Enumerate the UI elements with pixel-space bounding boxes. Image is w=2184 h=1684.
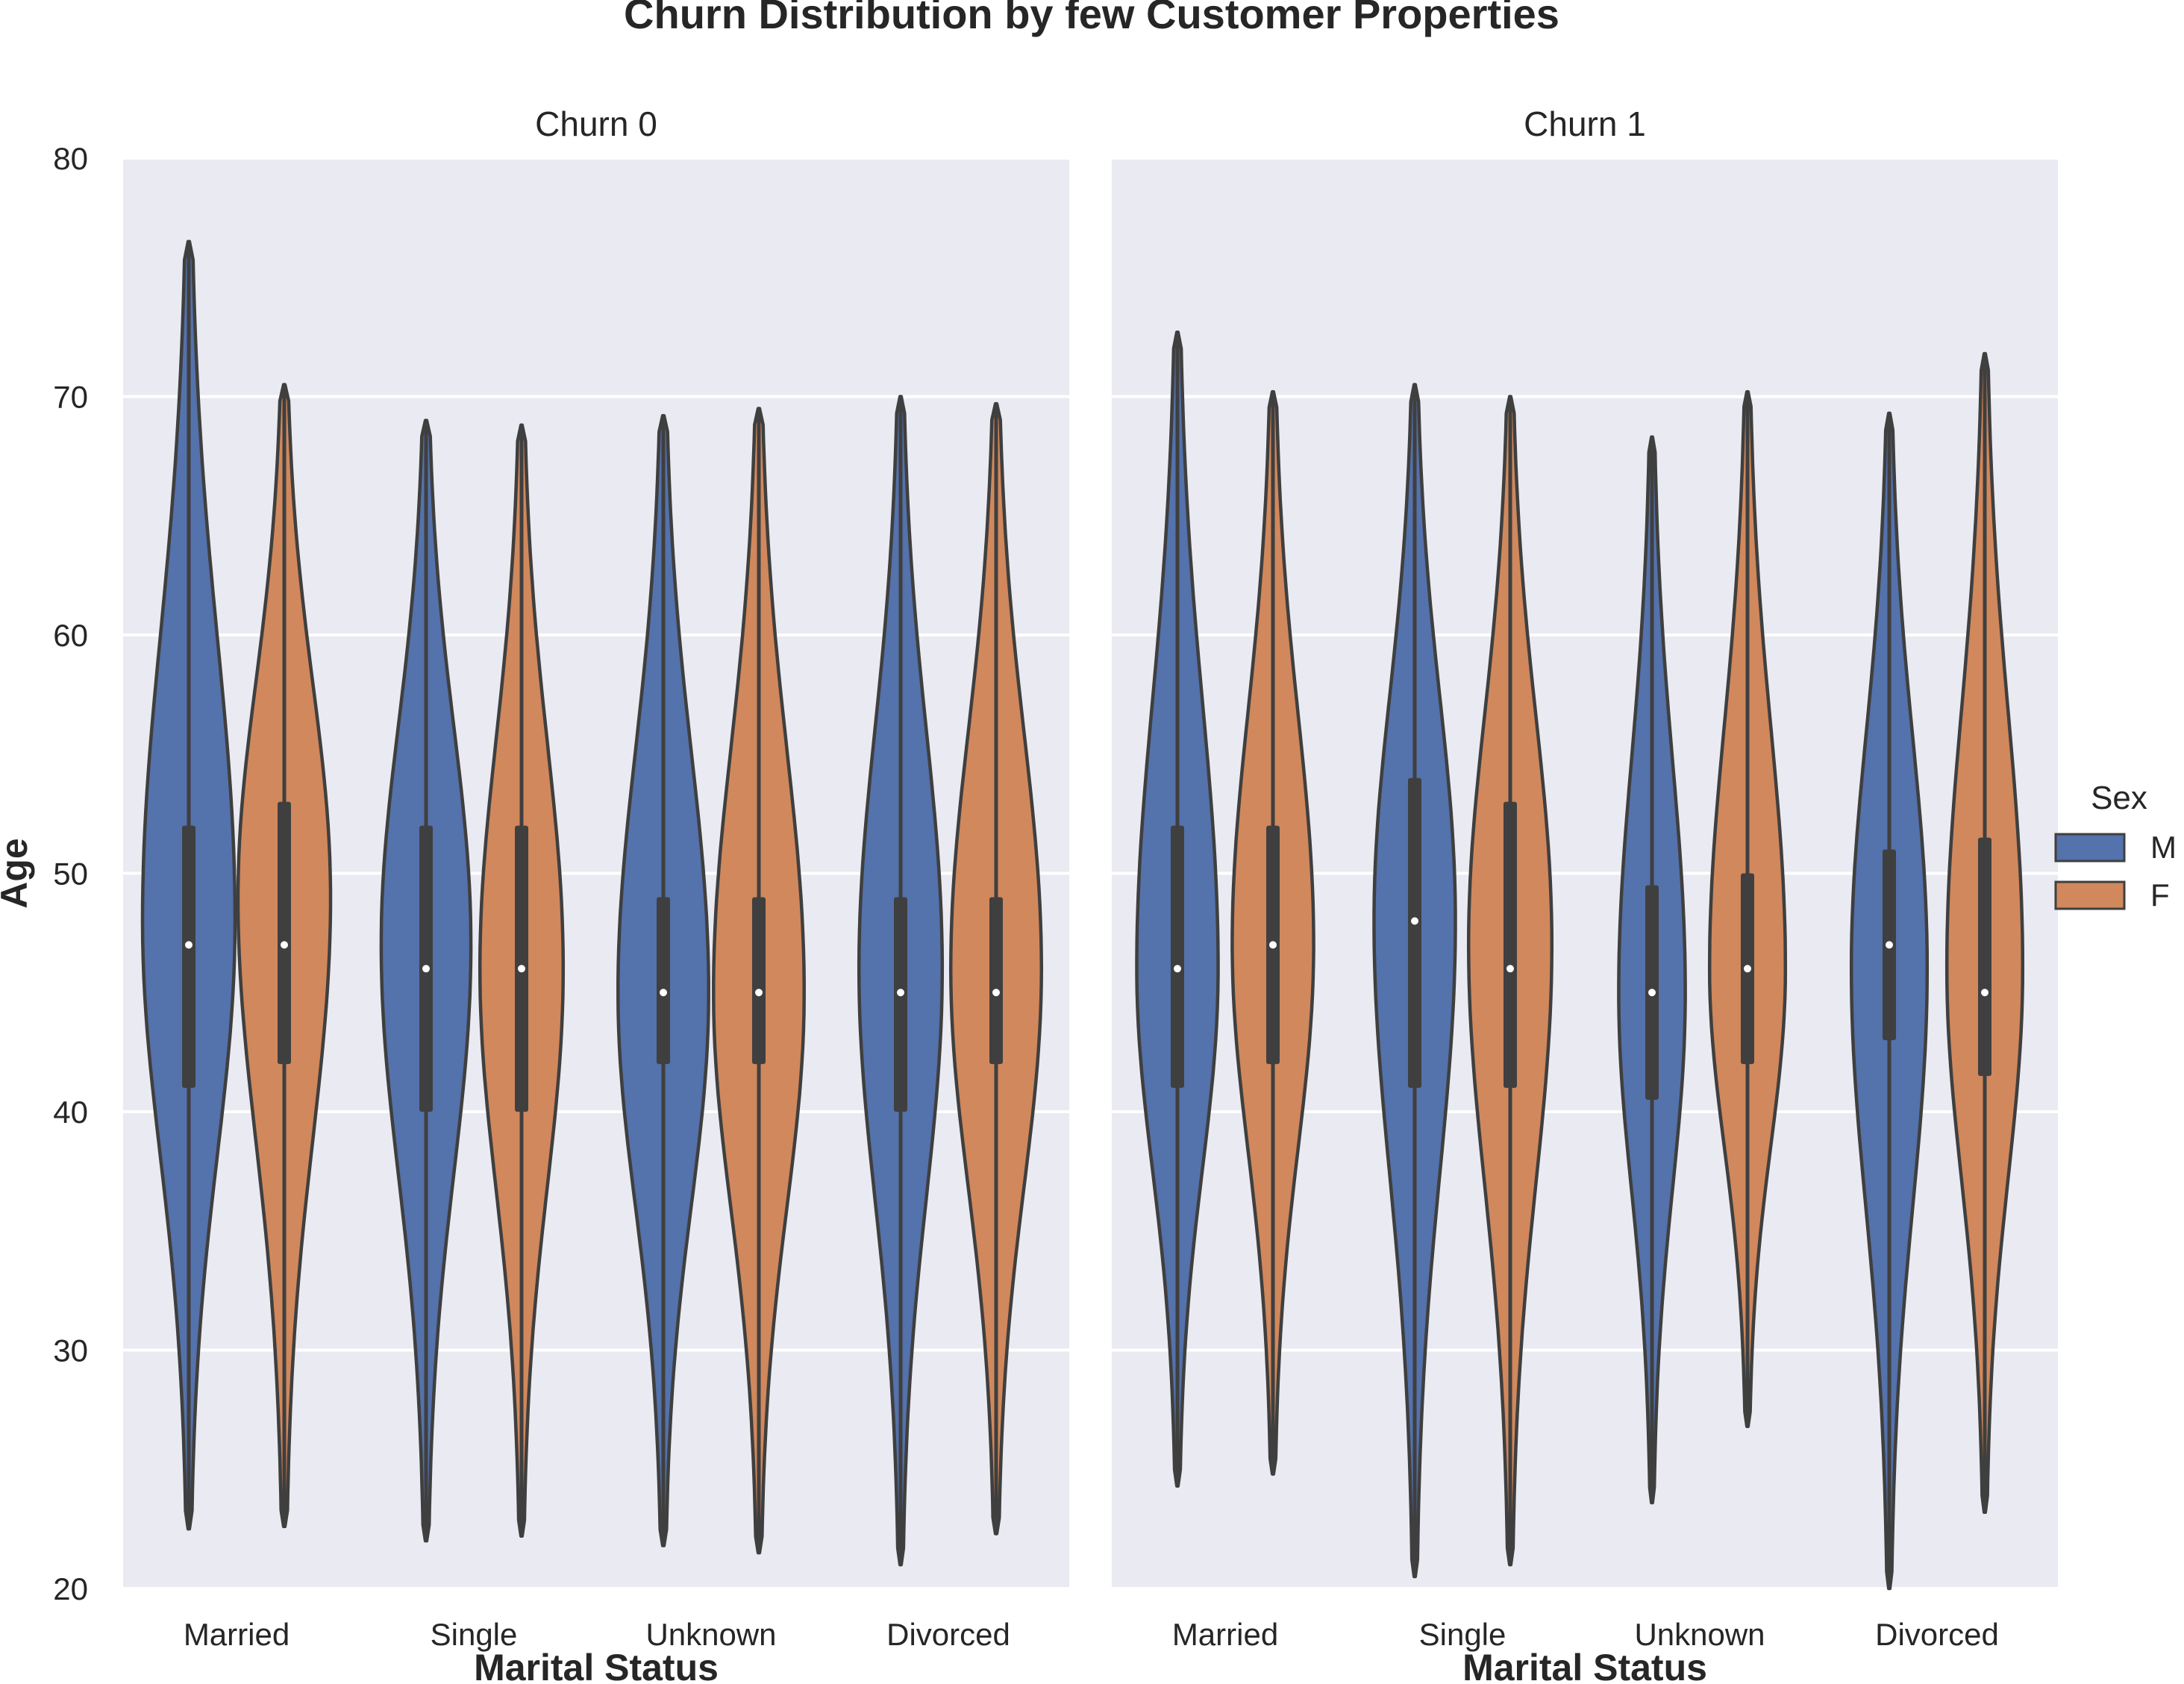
x-tick-label: Unknown — [1634, 1617, 1765, 1652]
violin-median-marker — [1744, 965, 1751, 973]
violin-median-marker — [755, 989, 763, 997]
violin-iqr-box — [752, 897, 766, 1065]
violin-iqr-box — [1171, 825, 1184, 1089]
x-tick-label: Single — [431, 1617, 518, 1652]
violin-median-marker — [1981, 989, 1989, 997]
x-tick-label: Divorced — [1875, 1617, 1999, 1652]
x-tick-label: Single — [1419, 1617, 1506, 1652]
violin-iqr-box — [1408, 777, 1421, 1089]
violin-iqr-box — [657, 897, 670, 1065]
legend-title: Sex — [2091, 780, 2147, 816]
x-tick-label: Married — [184, 1617, 290, 1652]
violin-median-marker — [992, 989, 1000, 997]
violin-iqr-box — [1504, 801, 1517, 1089]
y-tick-label: 40 — [53, 1095, 88, 1130]
violin-iqr-box — [278, 801, 291, 1065]
y-tick-label: 80 — [53, 141, 88, 176]
x-tick-label: Divorced — [886, 1617, 1010, 1652]
violin-median-marker — [185, 941, 193, 949]
legend-label: F — [2150, 877, 2170, 913]
violin-median-marker — [1411, 917, 1418, 925]
violin-iqr-box — [894, 897, 907, 1112]
y-axis: 20 30 40 50 60 70 80 Age — [0, 141, 88, 1606]
y-tick-label: 70 — [53, 380, 88, 415]
chart-title: Churn Distribution by few Customer Prope… — [624, 0, 1559, 37]
panel-title: Churn 0 — [535, 104, 657, 143]
violin-median-marker — [518, 965, 525, 973]
violin-median-marker — [1886, 941, 1893, 949]
violin-median-marker — [1269, 941, 1277, 949]
violin-median-marker — [897, 989, 904, 997]
violin-median-marker — [1506, 965, 1514, 973]
x-axis-label: Marital Status — [1462, 1647, 1707, 1684]
legend-label: M — [2150, 830, 2177, 865]
y-axis-label: Age — [0, 838, 35, 908]
panel-1: Churn 1 Married Single Unknown Divorced Marit… — [1112, 104, 2058, 1684]
panel-0: Churn 0 Married Single Unknown Divorced Marit… — [123, 104, 1069, 1684]
violin-median-marker — [422, 965, 430, 973]
x-tick-label: Married — [1172, 1617, 1278, 1652]
x-tick-label: Unknown — [645, 1617, 776, 1652]
violin-median-marker — [1174, 965, 1181, 973]
legend-swatch — [2054, 880, 2126, 910]
violin-iqr-box — [1978, 837, 1991, 1077]
y-tick-label: 60 — [53, 618, 88, 653]
chart-panels: Churn 0 Married Single Unknown Divorced Marit… — [0, 104, 2058, 1684]
violin-median-marker — [1648, 989, 1656, 997]
legend-swatch — [2054, 833, 2126, 863]
x-axis-label: Marital Status — [474, 1647, 719, 1684]
violin-median-marker — [281, 941, 288, 949]
violin-median-marker — [660, 989, 667, 997]
y-tick-label: 20 — [53, 1571, 88, 1606]
violin-iqr-box — [182, 825, 195, 1089]
y-tick-label: 50 — [53, 857, 88, 892]
y-tick-label: 30 — [53, 1333, 88, 1368]
violin-iqr-box — [989, 897, 1003, 1065]
panel-title: Churn 1 — [1524, 104, 1646, 143]
